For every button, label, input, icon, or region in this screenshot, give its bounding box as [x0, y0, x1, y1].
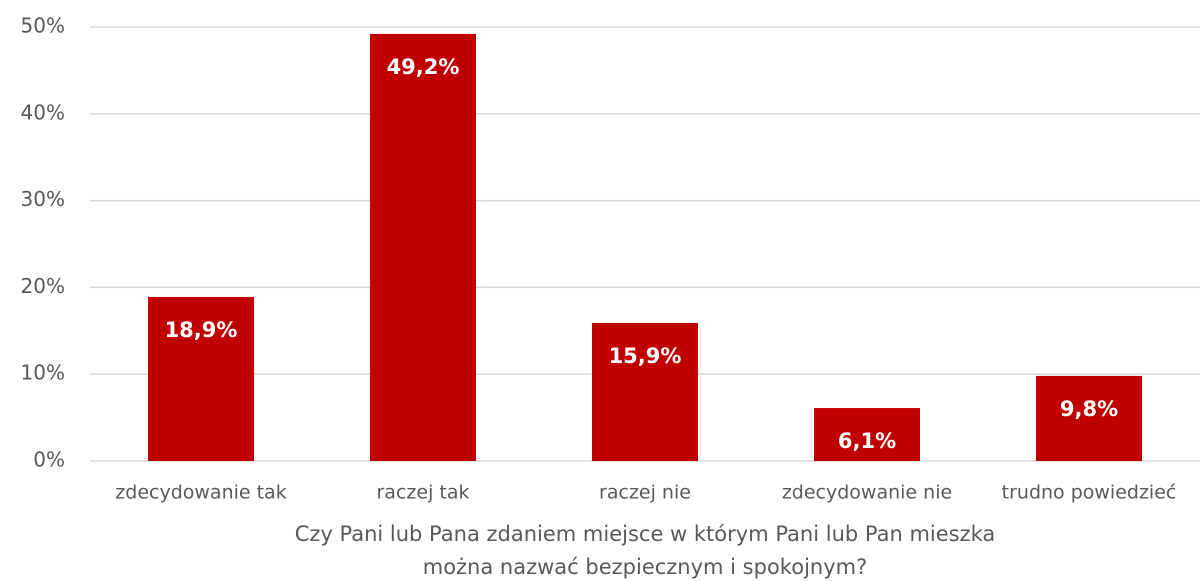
x-tick-label: raczej nie	[599, 482, 691, 504]
y-tick-label: 50%	[21, 14, 65, 38]
x-axis-title: Czy Pani lub Pana zdaniem miejsce w któr…	[295, 522, 996, 546]
y-tick-label: 20%	[21, 274, 65, 298]
y-tick-label: 10%	[21, 361, 65, 385]
x-tick-label: zdecydowanie tak	[115, 482, 286, 504]
value-label: 49,2%	[387, 55, 460, 79]
value-label: 18,9%	[165, 318, 238, 342]
x-axis-title: można nazwać bezpiecznym i spokojnym?	[423, 555, 868, 579]
bar	[592, 322, 698, 461]
bar	[1036, 375, 1142, 461]
y-tick-label: 30%	[21, 187, 65, 211]
x-tick-label: raczej tak	[377, 482, 470, 504]
bar	[814, 408, 920, 461]
value-label: 15,9%	[609, 344, 682, 368]
bar	[370, 33, 476, 461]
value-label: 6,1%	[838, 429, 896, 453]
bar	[148, 296, 254, 461]
value-label: 9,8%	[1060, 397, 1118, 421]
x-tick-label: zdecydowanie nie	[782, 482, 952, 504]
y-tick-label: 40%	[21, 100, 65, 124]
x-tick-label: trudno powiedzieć	[1002, 482, 1177, 504]
y-tick-label: 0%	[33, 448, 65, 472]
